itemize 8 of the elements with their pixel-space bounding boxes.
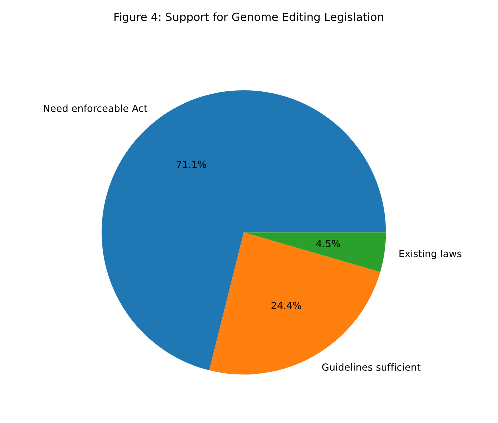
- slice-label: Need enforceable Act: [44, 104, 148, 112]
- data-label: 4.5%: [316, 240, 340, 248]
- data-label: 71.1%: [176, 160, 206, 168]
- data-label: 24.4%: [272, 302, 302, 310]
- slice-label: Guidelines sufficient: [322, 364, 421, 372]
- slice-label: Existing laws: [400, 250, 462, 260]
- pie-slice: [244, 232, 386, 272]
- chart-title: Figure 4: Support for Genome Editing Legislation: [114, 12, 384, 24]
